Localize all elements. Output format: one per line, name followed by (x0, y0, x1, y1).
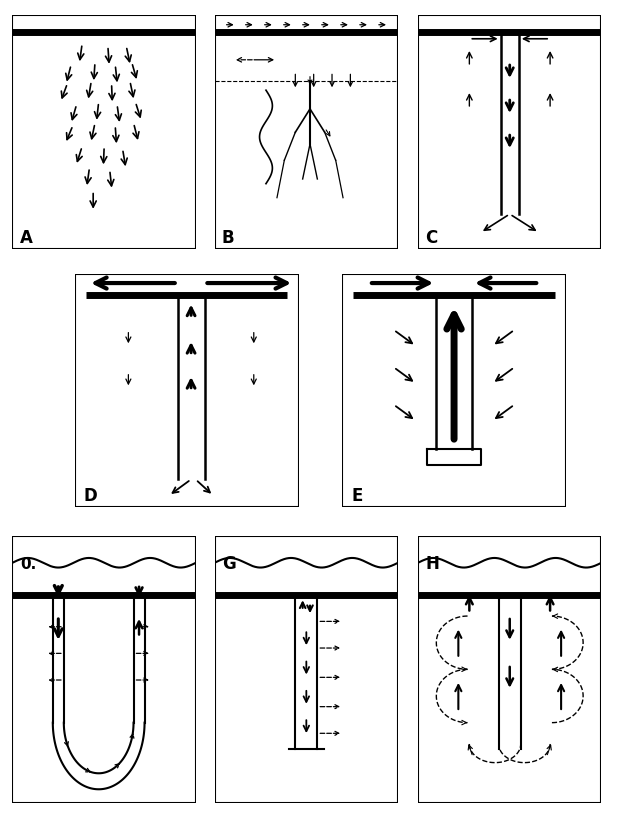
Text: A: A (20, 229, 32, 247)
Text: E: E (351, 486, 363, 505)
Text: C: C (425, 229, 437, 247)
Text: B: B (222, 229, 234, 247)
Text: D: D (83, 486, 98, 505)
Text: 0.: 0. (20, 556, 36, 572)
Text: H: H (425, 554, 439, 572)
Text: G: G (222, 554, 236, 572)
